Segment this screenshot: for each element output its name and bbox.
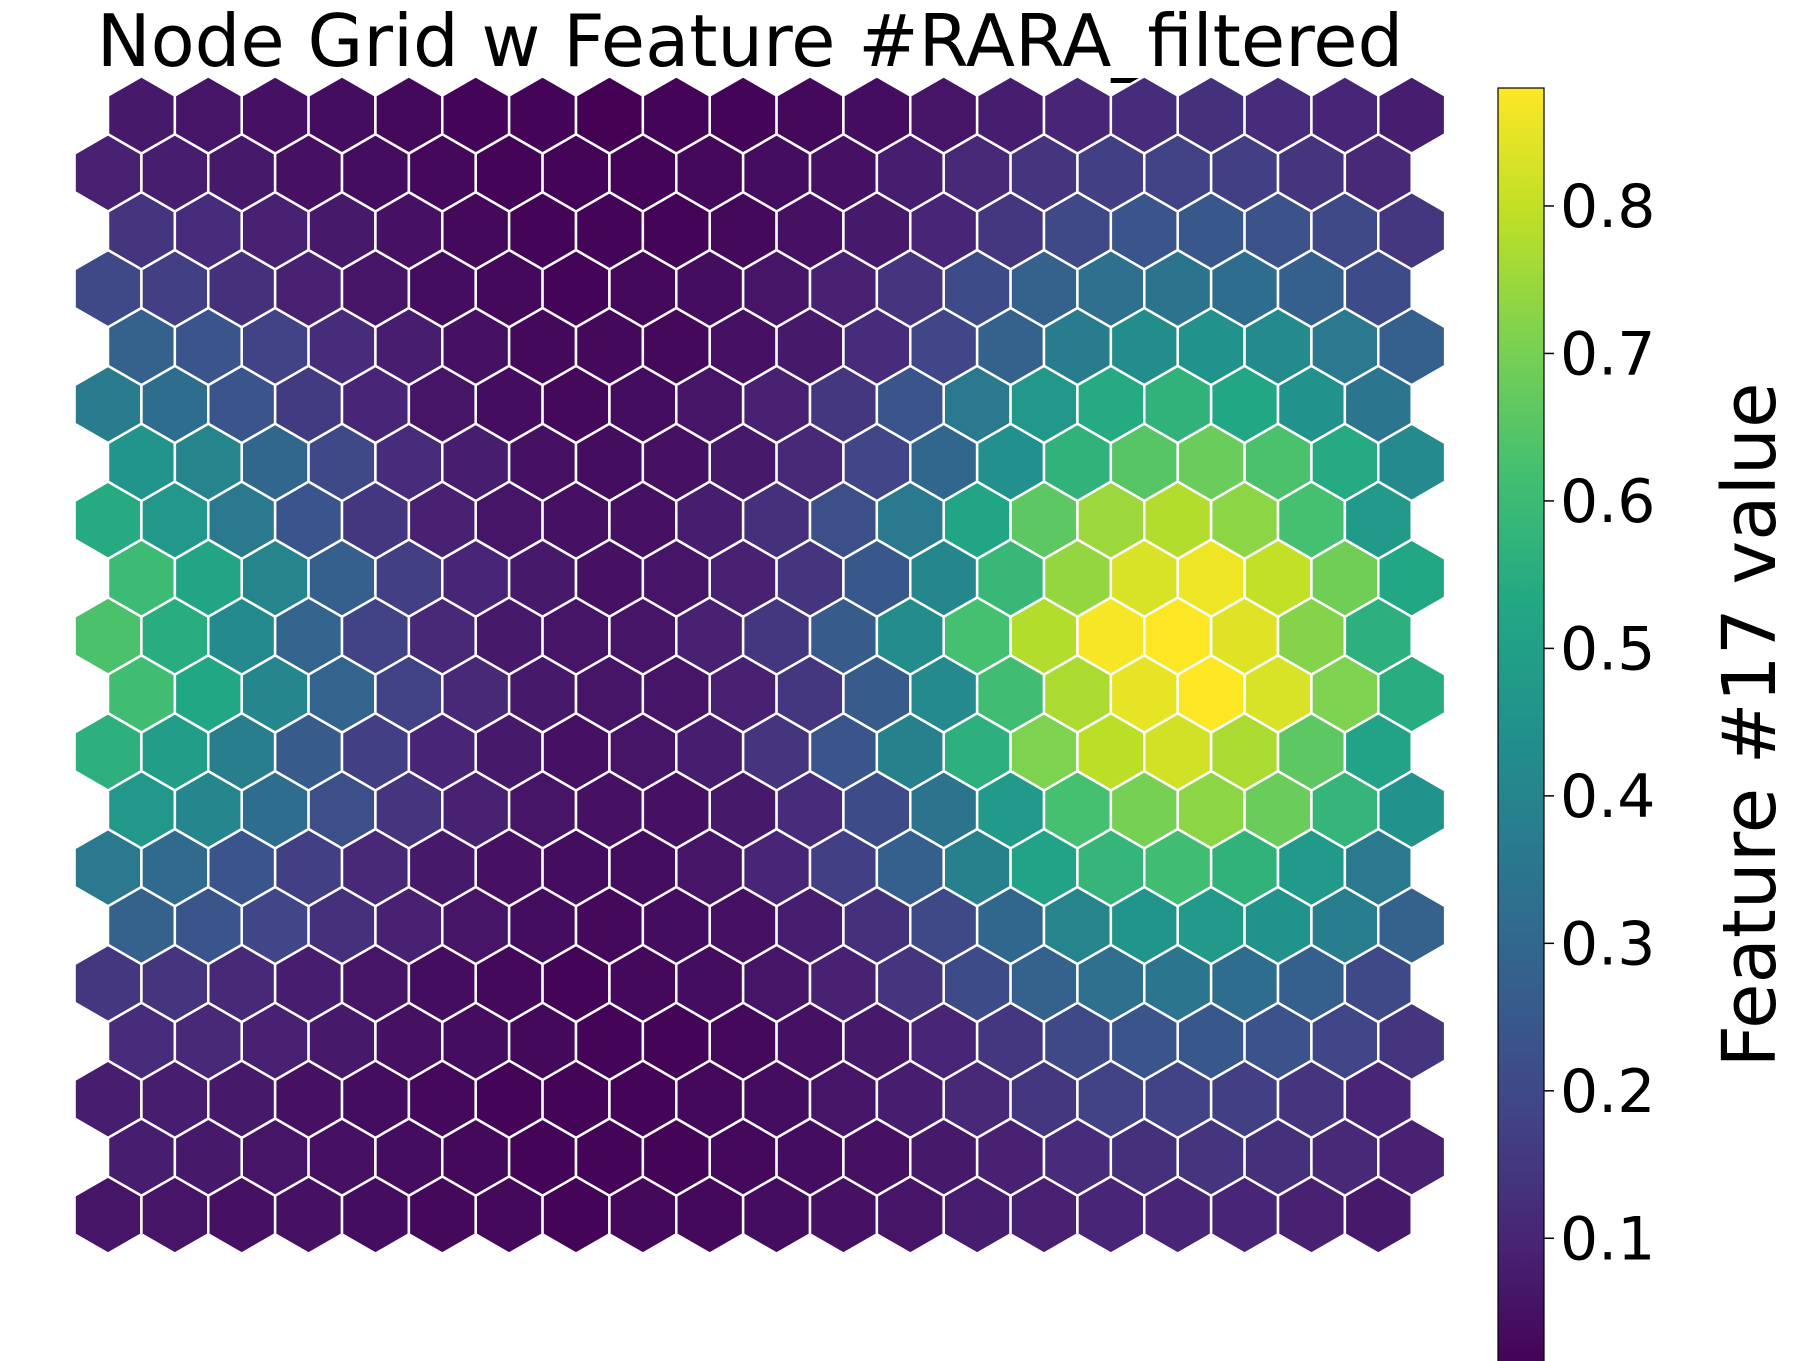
colorbar-tick-label: 0.2 bbox=[1560, 1057, 1655, 1127]
colorbar-tick-label: 0.8 bbox=[1560, 172, 1655, 242]
colorbar-ticks: 0.1 0.2 0.3 0.4 0.5 0.6 0.7 0.8 bbox=[1544, 172, 1655, 1274]
colorbar-tick-label: 0.6 bbox=[1560, 467, 1655, 537]
colorbar-label: Feature #17 value bbox=[1707, 383, 1793, 1068]
colorbar-tick-label: 0.7 bbox=[1560, 319, 1655, 389]
hex-cell bbox=[1377, 74, 1447, 155]
colorbar-tick-label: 0.4 bbox=[1560, 762, 1655, 832]
colorbar-gradient bbox=[1497, 87, 1545, 1361]
hex-grid bbox=[73, 74, 1447, 1256]
chart-title: Node Grid w Feature #RARA_filtered bbox=[97, 0, 1403, 83]
colorbar-tick-label: 0.3 bbox=[1560, 909, 1655, 979]
colorbar-tick-label: 0.5 bbox=[1560, 614, 1655, 684]
colorbar-tick-label: 0.1 bbox=[1560, 1204, 1655, 1274]
colorbar: 0.1 0.2 0.3 0.4 0.5 0.6 0.7 0.8 bbox=[1497, 87, 1655, 1361]
